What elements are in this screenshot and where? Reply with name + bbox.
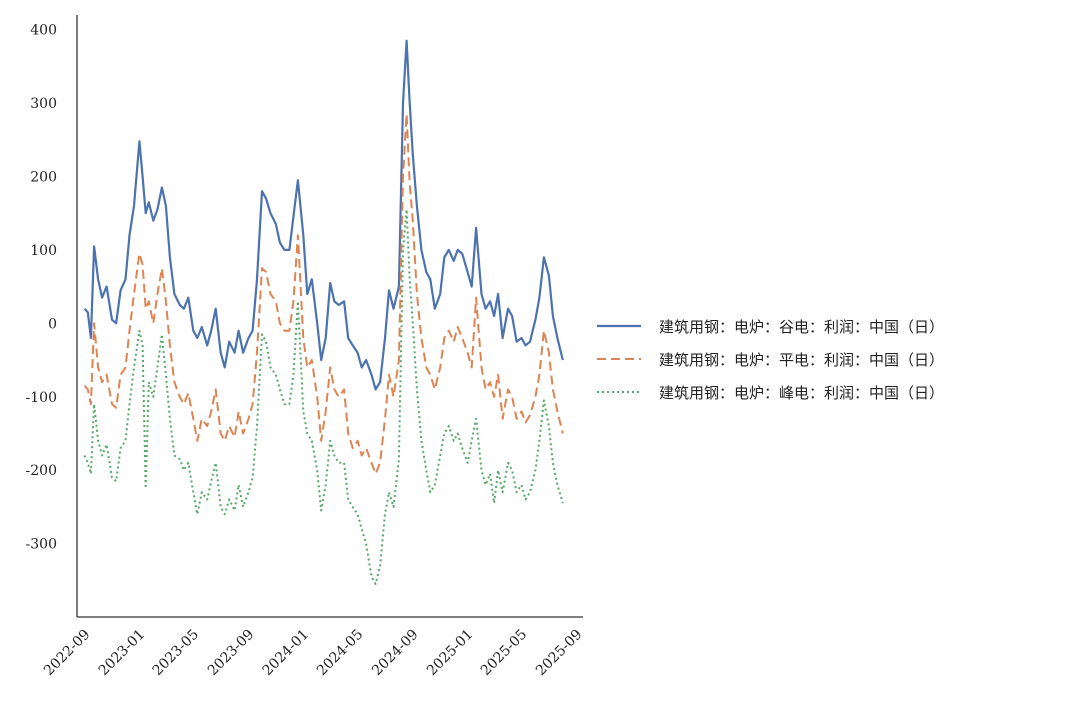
x-tick-label: 2023-09: [205, 627, 257, 679]
x-tick-label: 2023-01: [96, 627, 148, 679]
x-tick-label: 2025-05: [478, 627, 530, 679]
y-tick-label: -200: [26, 463, 57, 479]
x-tick-label: 2024-05: [314, 627, 366, 679]
series-line-3: [83, 208, 564, 585]
x-tick-label: 2024-01: [260, 627, 312, 679]
y-tick-label: 200: [30, 170, 57, 186]
y-tick-label: -300: [26, 537, 57, 553]
legend-label-3: 建筑用钢：电炉：峰电：利润：中国（日）: [659, 384, 944, 402]
y-tick-label: 300: [30, 96, 57, 112]
series-layer: [83, 39, 564, 585]
y-tick-label: 100: [30, 243, 57, 259]
y-tick-label: 400: [30, 23, 57, 39]
y-tick-label: 0: [48, 316, 57, 332]
series-line-1: [83, 39, 564, 391]
x-tick-label: 2022-09: [41, 627, 93, 679]
x-tick-label: 2023-05: [150, 627, 202, 679]
series-line-2: [83, 113, 564, 475]
x-tick-label: 2024-09: [369, 627, 421, 679]
x-tick-label: 2025-01: [424, 627, 476, 679]
x-tick-label: 2025-09: [533, 627, 585, 679]
legend: 建筑用钢：电炉：谷电：利润：中国（日） 建筑用钢：电炉：平电：利润：中国（日） 建筑…: [597, 318, 944, 402]
legend-label-1: 建筑用钢：电炉：谷电：利润：中国（日）: [659, 318, 944, 336]
legend-label-2: 建筑用钢：电炉：平电：利润：中国（日）: [659, 351, 944, 369]
y-tick-label: -100: [26, 390, 57, 406]
